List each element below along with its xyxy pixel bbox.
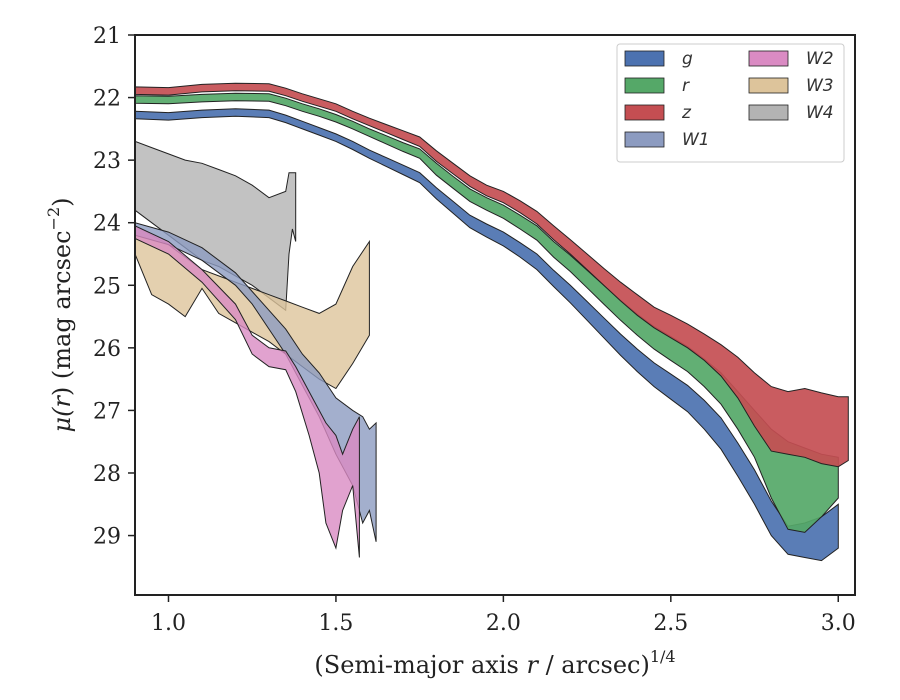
x-axis-title-suffix: / arcsec) — [538, 651, 650, 679]
y-tick-label: 26 — [93, 337, 121, 362]
x-tick-label: 1.5 — [318, 611, 353, 636]
plot-frame — [134, 34, 856, 596]
legend-label-r: r — [682, 76, 690, 96]
y-tick-label: 29 — [93, 525, 121, 550]
y-axis-title-var: r — [48, 395, 76, 408]
y-tick-label: 22 — [93, 87, 121, 112]
legend-swatch-W2 — [748, 50, 789, 67]
x-tick-label: 3.0 — [821, 611, 856, 636]
series-band-z — [135, 82, 849, 468]
legend-swatch-W1 — [624, 131, 665, 148]
y-tick-label: 28 — [93, 462, 121, 487]
x-axis-title: (Semi-major axis r / arcsec)1/4 — [314, 647, 675, 679]
y-axis-title-close: ) — [48, 197, 76, 206]
tick-layer: 1.0 1.5 2.0 2.5 3.0 21 22 23 24 25 26 27 28 29 — [93, 24, 856, 636]
y-tick-label: 24 — [93, 212, 121, 237]
y-tick-label: 25 — [93, 274, 121, 299]
series-band-g — [135, 108, 839, 562]
band-layer — [135, 82, 849, 562]
series-band-r — [135, 92, 839, 533]
series-band-W2 — [135, 225, 360, 558]
legend-label-g: g — [682, 49, 693, 69]
legend-swatch-W4 — [748, 104, 789, 121]
x-tick-label: 2.5 — [653, 611, 688, 636]
legend-label-W2: W2 — [806, 49, 834, 69]
legend-label-W1: W1 — [682, 130, 710, 150]
legend-swatch-W3 — [748, 77, 789, 94]
legend-swatch-z — [624, 104, 665, 121]
legend-items: grz W1 W2 W3 W4 — [624, 49, 834, 150]
y-axis-title-suffix: ) (mag arcsec — [48, 230, 76, 396]
x-axis-title-var: r — [526, 651, 539, 679]
legend: grz W1 W2 W3 W4 — [616, 43, 845, 163]
x-axis-title-exponent: 1/4 — [650, 647, 676, 666]
x-axis-title-prefix: (Semi-major axis — [314, 651, 526, 679]
y-tick-label: 27 — [93, 399, 121, 424]
legend-box — [616, 43, 845, 163]
legend-swatch-r — [624, 77, 665, 94]
legend-swatch-g — [624, 50, 665, 67]
y-axis-title-mu: μ( — [48, 407, 76, 433]
legend-label-W4: W4 — [806, 103, 834, 123]
x-tick-label: 2.0 — [486, 611, 521, 636]
y-tick-label: 21 — [93, 24, 121, 49]
y-tick-label: 23 — [93, 149, 121, 174]
x-tick-label: 1.0 — [151, 611, 186, 636]
legend-label-W3: W3 — [806, 76, 834, 96]
y-axis-title-exponent: −2 — [44, 207, 63, 231]
series-band-W1 — [135, 222, 377, 542]
legend-label-z: z — [681, 103, 692, 123]
y-axis-title: μ(r) (mag arcsec−2) — [44, 197, 76, 432]
